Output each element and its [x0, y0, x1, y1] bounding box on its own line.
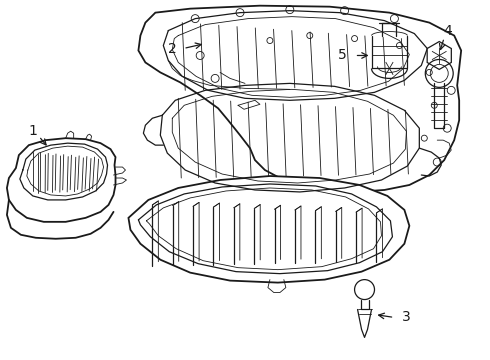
Polygon shape	[427, 41, 451, 69]
Text: 2: 2	[168, 41, 177, 55]
Polygon shape	[128, 176, 409, 283]
Polygon shape	[138, 6, 461, 192]
Text: 1: 1	[28, 124, 37, 138]
Text: 3: 3	[402, 310, 411, 324]
Polygon shape	[7, 138, 116, 222]
Text: 5: 5	[338, 49, 347, 63]
Text: 4: 4	[443, 23, 452, 37]
